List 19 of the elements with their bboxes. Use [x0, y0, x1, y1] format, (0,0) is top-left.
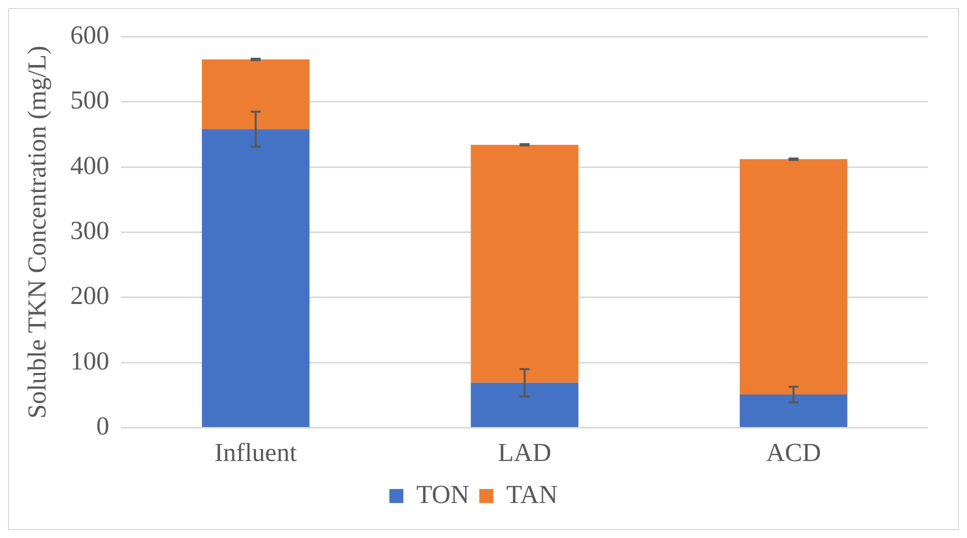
- y-tick-label: 500: [70, 86, 110, 115]
- bar: [740, 159, 848, 395]
- bar: [202, 129, 310, 428]
- legend-label: TAN: [506, 480, 558, 509]
- y-tick-label: 300: [70, 216, 110, 246]
- x-tick-label: LAD: [498, 438, 552, 468]
- bar: [740, 394, 848, 428]
- x-tick-label: ACD: [766, 438, 821, 468]
- y-tick-label: 400: [70, 150, 110, 180]
- bar: [202, 59, 310, 130]
- legend-label: TON: [416, 480, 470, 509]
- y-tick-label: 600: [70, 20, 110, 50]
- y-axis-title: Soluble TKN Concentration (mg/L): [22, 46, 52, 419]
- x-tick-label: Influent: [214, 438, 298, 468]
- y-tick-label: 100: [70, 346, 110, 376]
- bar: [470, 144, 578, 383]
- y-tick-label: 200: [70, 281, 110, 310]
- y-tick-label: 0: [96, 412, 110, 441]
- bar: [470, 382, 578, 428]
